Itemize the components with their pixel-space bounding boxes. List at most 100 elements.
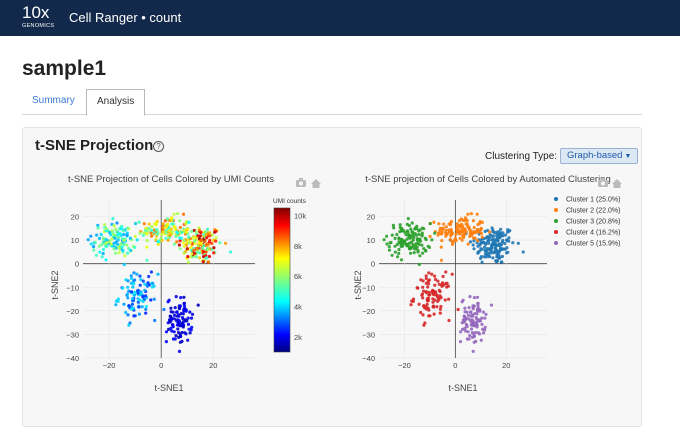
cluster-point xyxy=(438,228,442,232)
camera-icon[interactable] xyxy=(296,178,306,187)
umi-point xyxy=(178,236,182,240)
umi-point xyxy=(189,316,194,320)
umi-point xyxy=(138,274,142,278)
cluster-point xyxy=(466,242,470,246)
cluster-point xyxy=(399,226,404,230)
umi-point xyxy=(205,236,209,240)
umi-point xyxy=(177,349,182,353)
y-tick-label: 0 xyxy=(371,260,375,269)
umi-point xyxy=(190,229,194,233)
cluster-point xyxy=(464,329,468,333)
cluster-point xyxy=(479,247,483,251)
legend-item[interactable]: Cluster 3 (20.8%) xyxy=(554,219,620,226)
legend-item[interactable]: Cluster 4 (16.2%) xyxy=(554,230,620,237)
umi-point xyxy=(185,247,189,251)
umi-point xyxy=(179,296,183,300)
cluster-point xyxy=(444,225,448,229)
umi-point xyxy=(164,225,168,229)
cluster-point xyxy=(407,224,411,228)
umi-point xyxy=(189,245,193,249)
cluster-point xyxy=(397,247,401,252)
umi-point xyxy=(199,238,203,242)
cluster-point xyxy=(507,229,511,233)
cluster-plot-title: t-SNE projection of Cells Colored by Aut… xyxy=(365,174,611,185)
cluster-point xyxy=(409,303,413,307)
cluster-point xyxy=(476,244,480,248)
legend-label: Cluster 1 (25.0%) xyxy=(566,197,620,204)
umi-point xyxy=(187,327,191,331)
cluster-point xyxy=(498,236,502,240)
cluster-point xyxy=(463,216,468,220)
10x-genomics-logo[interactable]: 10x GENOMICS xyxy=(22,4,56,32)
cluster-point xyxy=(460,238,464,242)
top-navbar: 10x GENOMICS Cell Ranger • count xyxy=(0,0,680,36)
cluster-point xyxy=(499,248,503,252)
colorbar-tick-label: 8k xyxy=(294,242,302,251)
umi-point xyxy=(172,242,176,246)
umi-point xyxy=(127,247,131,251)
help-icon[interactable]: ? xyxy=(153,141,164,152)
umi-point xyxy=(116,238,120,242)
umi-point xyxy=(161,222,165,226)
legend-item[interactable]: Cluster 1 (25.0%) xyxy=(554,197,620,204)
cluster-point xyxy=(455,227,459,231)
umi-point xyxy=(190,252,194,256)
home-icon[interactable] xyxy=(311,179,321,188)
cluster-point xyxy=(482,245,486,249)
umi-point xyxy=(175,323,180,327)
cluster-point xyxy=(439,245,443,249)
cluster-point xyxy=(395,232,399,237)
umi-point xyxy=(165,217,169,221)
umi-point xyxy=(121,249,125,253)
cluster-point xyxy=(475,295,480,299)
umi-point xyxy=(89,234,93,238)
cluster-point xyxy=(423,236,427,240)
cluster-point xyxy=(390,233,394,237)
legend-item[interactable]: Cluster 2 (22.0%) xyxy=(554,208,620,215)
umi-point xyxy=(177,243,181,247)
camera-icon[interactable] xyxy=(598,178,608,187)
colorbar-tick-label: 4k xyxy=(294,303,302,312)
cluster-point xyxy=(399,258,404,262)
umi-point xyxy=(214,239,218,243)
cluster-point xyxy=(477,318,481,322)
umi-point xyxy=(135,272,139,276)
home-icon[interactable] xyxy=(612,179,622,188)
umi-point xyxy=(116,245,120,249)
cluster-point xyxy=(408,236,412,240)
cluster-point xyxy=(412,251,416,255)
cluster-point xyxy=(415,227,419,231)
cluster-point xyxy=(468,295,472,299)
cluster-point xyxy=(471,243,475,247)
umi-point xyxy=(122,242,126,246)
umi-point xyxy=(104,258,108,262)
umi-point xyxy=(145,239,149,243)
tab-analysis[interactable]: Analysis xyxy=(86,89,146,116)
cluster-point xyxy=(468,334,472,338)
cluster-point xyxy=(440,283,444,287)
umi-point xyxy=(181,312,185,316)
legend-item[interactable]: Cluster 5 (15.9%) xyxy=(554,241,620,248)
cluster-point xyxy=(475,325,479,329)
umi-point xyxy=(149,234,154,238)
umi-point xyxy=(100,242,104,247)
umi-point xyxy=(133,278,137,282)
cluster-point xyxy=(416,286,420,290)
umi-point xyxy=(133,245,137,249)
cluster-point xyxy=(507,236,511,240)
cluster-point xyxy=(467,337,471,341)
cluster-point xyxy=(488,255,492,259)
cluster-point xyxy=(407,247,411,251)
umi-point xyxy=(122,262,126,267)
cluster-point xyxy=(467,306,471,310)
umi-point xyxy=(167,235,171,240)
tab-summary[interactable]: Summary xyxy=(32,95,75,106)
umi-point xyxy=(144,307,148,311)
clustering-type-dropdown[interactable]: Graph-based ▼ xyxy=(560,148,639,164)
cluster-point xyxy=(438,294,442,298)
umi-point xyxy=(136,291,140,295)
umi-point xyxy=(184,249,188,253)
umi-point xyxy=(210,233,215,237)
cluster-point xyxy=(468,240,473,244)
cluster-point xyxy=(398,241,403,245)
